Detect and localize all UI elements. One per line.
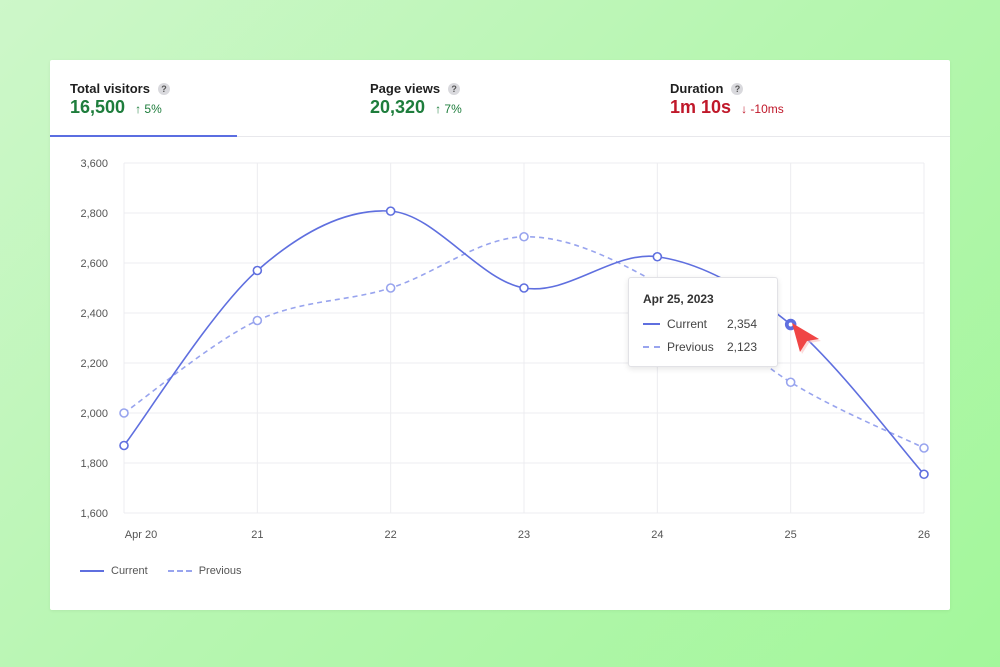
tooltip-label: Current (667, 317, 708, 331)
y-tick-label: 3,600 (80, 158, 108, 170)
dashed-line-icon (643, 346, 660, 348)
tooltip-row-current: Current 2,354 (643, 316, 757, 332)
help-icon[interactable]: ? (448, 82, 461, 95)
solid-line-icon (80, 570, 104, 572)
metric-value: 16,500 (70, 97, 126, 117)
data-point-previous (919, 443, 929, 453)
legend-label: Current (111, 565, 148, 577)
data-point-current (519, 283, 529, 293)
tab-title: Total visitors (70, 81, 150, 96)
data-point-previous (385, 283, 396, 293)
x-tick-label: 21 (251, 529, 263, 541)
analytics-card: Total visitors ? 16,500 ↑ 5% Page views … (50, 60, 950, 610)
dashed-line-icon (167, 570, 192, 572)
metric-delta: ↑ 7% (435, 102, 462, 116)
y-tick-label: 1,600 (80, 508, 108, 520)
x-tick-label: Apr 20 (125, 529, 157, 541)
chart-legend: Current Previous (80, 565, 261, 577)
help-icon[interactable]: ? (157, 82, 170, 95)
metric-delta: ↑ 5% (135, 102, 162, 116)
tooltip-label: Previous (667, 340, 714, 354)
data-point-previous (252, 315, 263, 326)
data-point-previous (119, 408, 129, 418)
tab-title: Duration (670, 81, 724, 96)
y-tick-label: 1,800 (80, 458, 108, 470)
x-tick-label: 26 (918, 529, 930, 541)
y-tick-label: 2,800 (80, 208, 108, 220)
data-point-current (919, 469, 929, 480)
data-point-highlight-center (788, 322, 793, 327)
y-tick-label: 2,600 (80, 258, 108, 270)
tab-total-visitors[interactable]: Total visitors ? 16,500 ↑ 5% (50, 60, 350, 137)
y-tick-label: 2,400 (80, 308, 108, 320)
y-tick-label: 2,200 (80, 358, 108, 370)
x-tick-label: 25 (785, 529, 797, 541)
mouse-cursor-icon (792, 323, 821, 354)
tooltip-value: 2,354 (727, 317, 758, 331)
x-tick-label: 24 (651, 529, 663, 541)
chart-tooltip: Apr 25, 2023 Current 2,354 Previous 2,12… (628, 277, 778, 367)
tab-page-views[interactable]: Page views ? 20,320 ↑ 7% (350, 60, 650, 136)
legend-item-previous[interactable]: Previous (167, 565, 242, 577)
x-tick-label: 22 (385, 529, 397, 541)
data-point-current (652, 251, 663, 262)
tooltip-date: Apr 25, 2023 (643, 292, 714, 306)
metric-tabs: Total visitors ? 16,500 ↑ 5% Page views … (50, 60, 950, 137)
data-point-previous (785, 377, 796, 388)
line-chart[interactable]: 1,600 1,800 2,000 2,200 2,400 2,600 2,800 3,600… (50, 60, 950, 610)
tooltip-value: 2,123 (727, 340, 758, 354)
tab-title: Page views (370, 81, 441, 96)
active-tab-indicator (50, 135, 237, 137)
legend-label: Previous (198, 565, 242, 577)
legend-item-current[interactable]: Current (80, 565, 148, 577)
metric-delta: ↓ -10ms (741, 102, 784, 116)
tab-duration[interactable]: Duration ? 1m 10s ↓ -10ms (650, 60, 950, 136)
x-tick-label: 23 (518, 529, 530, 541)
metric-value: 20,320 (370, 97, 426, 117)
data-point-current (385, 206, 396, 216)
data-point-previous (519, 231, 529, 242)
data-point-current (119, 440, 129, 451)
help-icon[interactable]: ? (731, 82, 744, 95)
tooltip-row-previous: Previous 2,123 (643, 339, 757, 355)
solid-line-icon (643, 323, 660, 325)
y-tick-label: 2,000 (80, 408, 108, 420)
data-point-current (252, 265, 263, 276)
metric-value: 1m 10s (670, 97, 732, 117)
